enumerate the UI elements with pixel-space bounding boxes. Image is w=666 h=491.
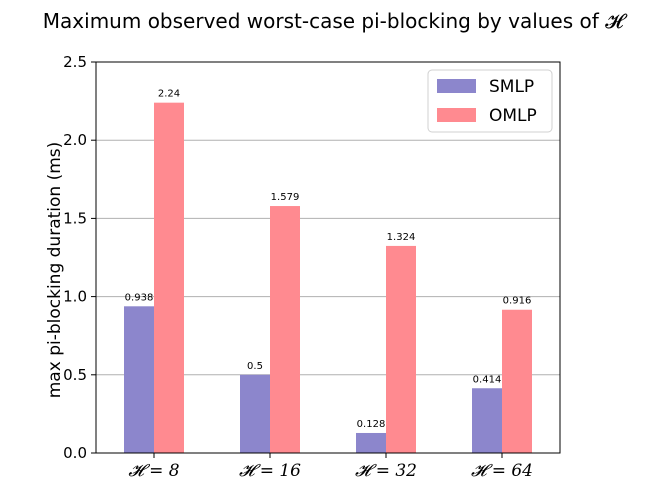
- axes-layer: 0.0 0.5 1.0 1.5 2.0 2.5 𝓗 = 8 𝓗 = 16 𝓗 = 32 𝓗 = 6…: [63, 53, 533, 481]
- y-tick-label: 1.5: [63, 209, 87, 227]
- y-tick-label: 1.0: [63, 288, 87, 306]
- x-tick-label: 𝓗 = 64: [471, 461, 533, 481]
- y-tick-label: 2.0: [63, 131, 87, 149]
- data-label: 2.24: [158, 89, 180, 100]
- legend-label-omlp: OMLP: [489, 106, 537, 126]
- bar-omlp: [270, 206, 300, 453]
- legend-swatch-omlp: [437, 108, 476, 122]
- legend-label-smlp: SMLP: [489, 77, 534, 97]
- bar-smlp: [124, 306, 154, 453]
- data-label: 0.5: [247, 361, 263, 372]
- x-tick-label: 𝓗 = 32: [355, 461, 417, 481]
- bar-smlp: [356, 432, 386, 453]
- data-label: 1.324: [387, 232, 416, 243]
- bars-layer: [124, 102, 532, 453]
- bar-omlp: [502, 309, 532, 453]
- legend: SMLP OMLP: [427, 69, 553, 133]
- data-label: 0.916: [503, 296, 532, 307]
- data-label: 0.128: [357, 419, 386, 430]
- data-label: 0.938: [125, 292, 154, 303]
- y-tick-label: 2.5: [63, 53, 87, 71]
- y-tick-label: 0.5: [63, 366, 87, 384]
- data-label: 1.579: [271, 192, 300, 203]
- bar-smlp: [240, 374, 270, 453]
- plot-frame: [95, 61, 561, 454]
- data-labels-layer: 0.938 0.5 0.128 0.414 2.24 1.579 1.324 0.916: [125, 89, 532, 430]
- data-label: 0.414: [473, 374, 502, 385]
- bar-smlp: [472, 388, 502, 453]
- x-tick-label: 𝓗 = 16: [239, 461, 301, 481]
- bar-omlp: [386, 245, 416, 453]
- x-tick-label: 𝓗 = 8: [128, 461, 179, 481]
- bar-omlp: [154, 102, 184, 453]
- chart-title: Maximum observed worst-case pi-blocking …: [43, 9, 628, 33]
- legend-swatch-smlp: [437, 79, 476, 93]
- y-axis-label: max pi-blocking duration (ms): [45, 142, 65, 399]
- y-tick-label: 0.0: [63, 444, 87, 462]
